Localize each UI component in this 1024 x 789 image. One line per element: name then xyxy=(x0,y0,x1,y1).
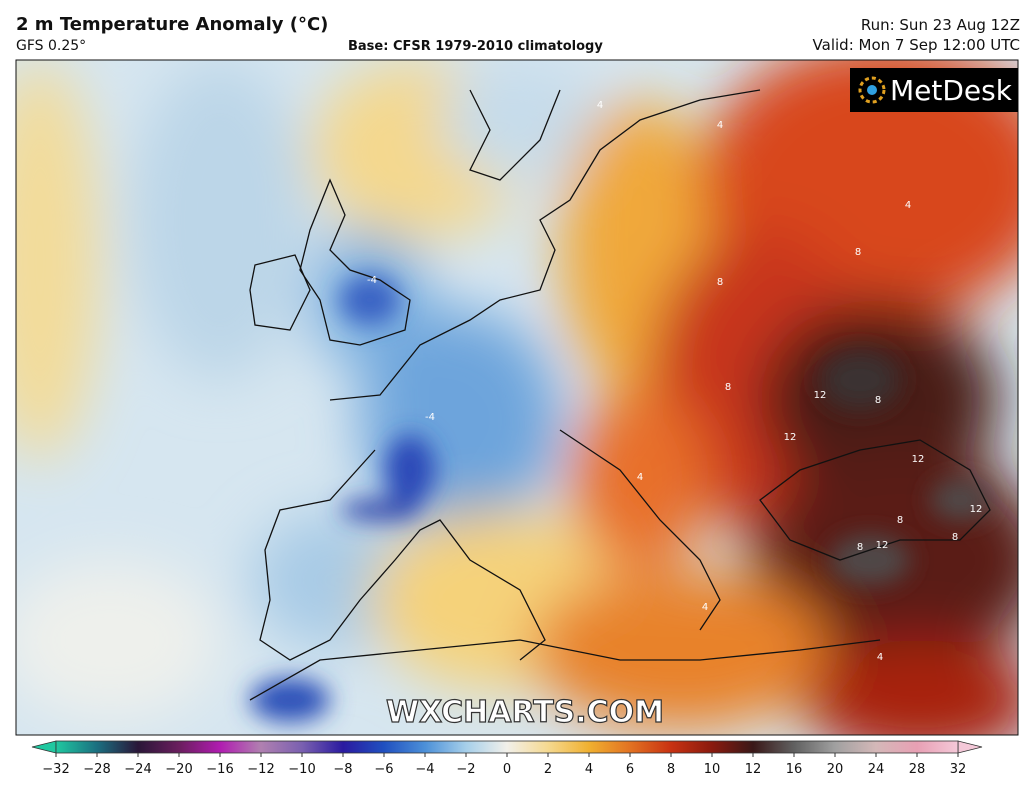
logo-text: MetDesk xyxy=(890,74,1013,107)
colorbar-tick-label: −6 xyxy=(374,762,393,777)
title: 2 m Temperature Anomaly (°C) xyxy=(16,14,328,35)
colorbar-tick-label: −28 xyxy=(83,762,110,777)
contour-label: 4 xyxy=(597,100,603,111)
map: 4 4 -4 -4 4 8 8 8 12 8 12 12 12 8 4 8 8 4 12 4 WXCHARTS.COM xyxy=(16,60,1018,735)
model: GFS 0.25° xyxy=(16,38,86,54)
colorbar-tick-label: 16 xyxy=(786,762,803,777)
contour-label: 8 xyxy=(897,515,903,526)
colorbar-tick-label: 10 xyxy=(704,762,721,777)
colorbar-tick-label: 28 xyxy=(909,762,926,777)
contour-label: 12 xyxy=(814,390,827,401)
valid: Valid: Mon 7 Sep 12:00 UTC xyxy=(813,36,1020,54)
colorbar-tick-label: 8 xyxy=(667,762,675,777)
contour-label: 4 xyxy=(717,120,723,131)
colorbar-tick-label: −32 xyxy=(42,762,69,777)
colorbar-right-arrow xyxy=(957,740,983,754)
contour-label: 12 xyxy=(912,454,925,465)
contour-label: 8 xyxy=(855,247,861,258)
colorbar-tick-label: 6 xyxy=(626,762,634,777)
logo-icon xyxy=(858,76,886,104)
contour-label: 4 xyxy=(702,602,708,613)
colorbar-tick-label: −2 xyxy=(456,762,475,777)
colorbar-left-arrow xyxy=(31,740,57,754)
contour-label: 4 xyxy=(637,472,643,483)
colorbar-tick-label: 4 xyxy=(585,762,593,777)
colorbar-tick-label: −8 xyxy=(333,762,352,777)
contour-label: 8 xyxy=(725,382,731,393)
contour-label: 4 xyxy=(877,652,883,663)
colorbar: −32 −28 −24 −20 −16 −12 −10 −8 −6 −4 −2 0 2 4 6 8 10 12 16… xyxy=(31,740,983,777)
contour-label: 8 xyxy=(952,532,958,543)
contour-label: 12 xyxy=(784,432,797,443)
contour-label: 12 xyxy=(876,540,889,551)
colorbar-tick-label: −4 xyxy=(415,762,434,777)
contour-label: 12 xyxy=(970,504,983,515)
colorbar-tick-label: 20 xyxy=(827,762,844,777)
colorbar-tick-label: −20 xyxy=(165,762,192,777)
colorbar-tick-label: −24 xyxy=(124,762,151,777)
colorbar-tick-label: 2 xyxy=(544,762,552,777)
colorbar-tick-label: 32 xyxy=(950,762,967,777)
logo-box xyxy=(850,68,1018,112)
colorbar-tick-label: 24 xyxy=(868,762,885,777)
colorbar-tick-label: −10 xyxy=(288,762,315,777)
contour-label: -4 xyxy=(425,412,435,423)
watermark: WXCHARTS.COM xyxy=(386,695,664,730)
contour-label: 8 xyxy=(875,395,881,406)
base: Base: CFSR 1979-2010 climatology xyxy=(348,39,603,54)
contour-label: -4 xyxy=(367,275,377,286)
colorbar-tick-label: 0 xyxy=(503,762,511,777)
colorbar-bar xyxy=(55,740,959,754)
colorbar-tick-label: −16 xyxy=(206,762,233,777)
colorbar-tick-label: 12 xyxy=(745,762,762,777)
contour-label: 4 xyxy=(905,200,911,211)
colorbar-tick-label: −12 xyxy=(247,762,274,777)
contour-label: 8 xyxy=(717,277,723,288)
run: Run: Sun 23 Aug 12Z xyxy=(861,16,1020,34)
contour-label: 8 xyxy=(857,542,863,553)
